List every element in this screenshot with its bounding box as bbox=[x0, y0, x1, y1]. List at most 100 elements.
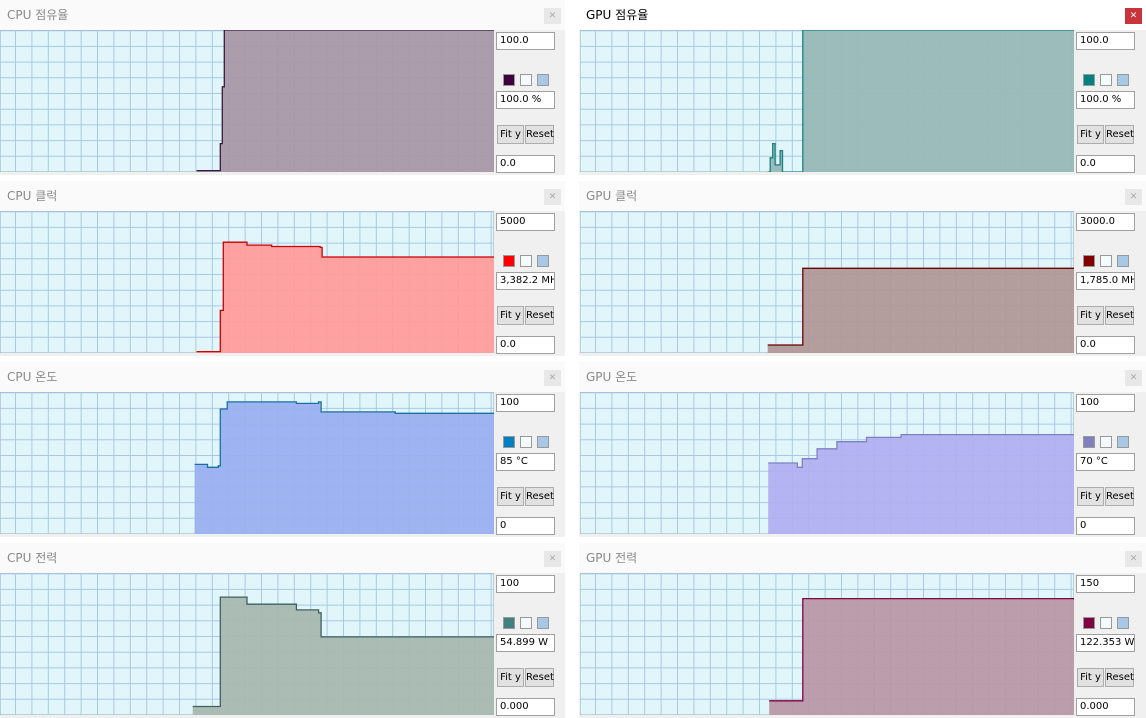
color-swatch[interactable] bbox=[537, 74, 549, 86]
color-swatch[interactable] bbox=[1083, 255, 1095, 267]
color-swatch[interactable] bbox=[1117, 617, 1129, 629]
window-title: GPU 클럭 bbox=[579, 181, 1146, 211]
graph bbox=[0, 211, 494, 353]
max-value: 100 bbox=[496, 575, 555, 593]
graph-area bbox=[194, 401, 494, 534]
color-swatch[interactable] bbox=[1100, 74, 1112, 86]
max-value: 100 bbox=[1076, 394, 1135, 412]
reset-button[interactable]: Reset bbox=[525, 125, 554, 144]
window-title: CPU 점유율 bbox=[0, 0, 565, 30]
min-value: 0.0 bbox=[496, 155, 555, 173]
graph-line bbox=[192, 596, 494, 708]
window-title: CPU 전력 bbox=[0, 543, 565, 573]
min-value: 0.0 bbox=[1076, 336, 1135, 354]
current-value: 3,382.2 MHz bbox=[496, 272, 555, 290]
close-button[interactable]: ✕ bbox=[1125, 189, 1142, 205]
graph-area bbox=[196, 242, 494, 353]
graph-area bbox=[196, 30, 494, 172]
color-swatch[interactable] bbox=[1083, 436, 1095, 448]
close-button[interactable]: ✕ bbox=[1125, 551, 1142, 567]
graph bbox=[580, 573, 1074, 715]
close-button[interactable]: ✕ bbox=[544, 8, 561, 24]
current-value: 100.0 % bbox=[496, 91, 555, 109]
reset-button[interactable]: Reset bbox=[1105, 668, 1134, 687]
graph bbox=[580, 211, 1074, 353]
graph bbox=[580, 30, 1074, 172]
graph-window: GPU 전력 ✕ 150 122.353 W Fit y Reset 0.000 bbox=[579, 543, 1146, 718]
graph-window: CPU 전력 ✕ 100 54.899 W Fit y Reset 0.000 bbox=[0, 543, 565, 718]
graph-line bbox=[196, 241, 494, 353]
graph-line bbox=[769, 597, 1074, 702]
graph-window: CPU 점유율 ✕ 100.0 100.0 % Fit y Reset 0.0 bbox=[0, 0, 565, 175]
current-value: 54.899 W bbox=[496, 634, 555, 652]
fit-y-button[interactable]: Fit y bbox=[497, 125, 524, 144]
graph bbox=[0, 573, 494, 715]
color-swatch[interactable] bbox=[1117, 74, 1129, 86]
min-value: 0.0 bbox=[496, 336, 555, 354]
close-button[interactable]: ✕ bbox=[544, 189, 561, 205]
color-swatch[interactable] bbox=[537, 255, 549, 267]
reset-button[interactable]: Reset bbox=[1105, 125, 1134, 144]
max-value: 150 bbox=[1076, 575, 1135, 593]
color-swatch[interactable] bbox=[1100, 255, 1112, 267]
color-swatch[interactable] bbox=[503, 436, 515, 448]
close-button[interactable]: ✕ bbox=[544, 551, 561, 567]
color-swatch[interactable] bbox=[1100, 617, 1112, 629]
window-title: CPU 클럭 bbox=[0, 181, 565, 211]
fit-y-button[interactable]: Fit y bbox=[497, 306, 524, 325]
color-swatch[interactable] bbox=[1117, 436, 1129, 448]
close-button[interactable]: ✕ bbox=[1125, 370, 1142, 386]
close-button[interactable]: ✕ bbox=[1125, 8, 1142, 24]
window-title: CPU 온도 bbox=[0, 362, 565, 392]
current-value: 85 °C bbox=[496, 453, 555, 471]
current-value: 122.353 W bbox=[1076, 634, 1135, 652]
fit-y-button[interactable]: Fit y bbox=[497, 487, 524, 506]
graph-area bbox=[767, 268, 1074, 353]
min-value: 0 bbox=[1076, 517, 1135, 535]
reset-button[interactable]: Reset bbox=[525, 487, 554, 506]
close-button[interactable]: ✕ bbox=[544, 370, 561, 386]
graph bbox=[0, 392, 494, 534]
current-value: 100.0 % bbox=[1076, 91, 1135, 109]
fit-y-button[interactable]: Fit y bbox=[1077, 306, 1104, 325]
current-value: 1,785.0 MHz bbox=[1076, 272, 1135, 290]
color-swatch[interactable] bbox=[503, 255, 515, 267]
min-value: 0.000 bbox=[496, 698, 555, 716]
graph-window: GPU 점유율 ✕ 100.0 100.0 % Fit y Reset 0.0 bbox=[579, 0, 1146, 175]
current-value: 70 °C bbox=[1076, 453, 1135, 471]
graph-line bbox=[767, 267, 1074, 346]
graph-window: CPU 온도 ✕ 100 85 °C Fit y Reset 0 bbox=[0, 362, 565, 537]
color-swatch[interactable] bbox=[520, 74, 532, 86]
reset-button[interactable]: Reset bbox=[525, 306, 554, 325]
reset-button[interactable]: Reset bbox=[525, 668, 554, 687]
graph-line bbox=[196, 30, 494, 172]
fit-y-button[interactable]: Fit y bbox=[497, 668, 524, 687]
fit-y-button[interactable]: Fit y bbox=[1077, 125, 1104, 144]
graph-window: GPU 온도 ✕ 100 70 °C Fit y Reset 0 bbox=[579, 362, 1146, 537]
color-swatch[interactable] bbox=[1117, 255, 1129, 267]
color-swatch[interactable] bbox=[1100, 436, 1112, 448]
color-swatch[interactable] bbox=[503, 617, 515, 629]
color-swatch[interactable] bbox=[1083, 617, 1095, 629]
color-swatch[interactable] bbox=[537, 436, 549, 448]
max-value: 100 bbox=[496, 394, 555, 412]
color-swatch[interactable] bbox=[520, 255, 532, 267]
color-swatch[interactable] bbox=[537, 617, 549, 629]
color-swatch[interactable] bbox=[520, 436, 532, 448]
max-value: 3000.0 bbox=[1076, 213, 1135, 231]
reset-button[interactable]: Reset bbox=[1105, 306, 1134, 325]
min-value: 0.0 bbox=[1076, 155, 1135, 173]
color-swatch[interactable] bbox=[503, 74, 515, 86]
window-title: GPU 점유율 bbox=[579, 0, 1146, 30]
color-swatch[interactable] bbox=[1083, 74, 1095, 86]
fit-y-button[interactable]: Fit y bbox=[1077, 668, 1104, 687]
color-swatch[interactable] bbox=[520, 617, 532, 629]
reset-button[interactable]: Reset bbox=[1105, 487, 1134, 506]
graph-area bbox=[767, 30, 1074, 172]
max-value: 5000 bbox=[496, 213, 555, 231]
graph-area bbox=[192, 597, 494, 715]
fit-y-button[interactable]: Fit y bbox=[1077, 487, 1104, 506]
graph bbox=[580, 392, 1074, 534]
